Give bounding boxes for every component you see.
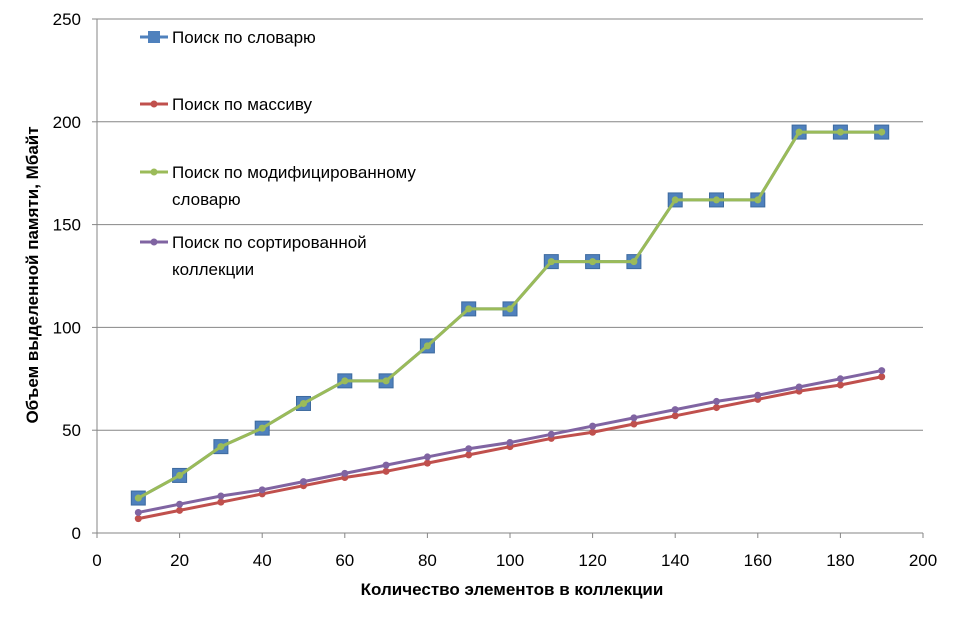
data-point: [217, 492, 225, 500]
data-point: [795, 128, 803, 136]
data-point: [423, 453, 431, 461]
data-point: [217, 443, 225, 451]
legend-label: Поиск по сортированной: [172, 233, 367, 252]
y-tick-label: 50: [62, 421, 81, 440]
data-point: [795, 383, 803, 391]
legend-marker: [150, 168, 158, 176]
data-point: [671, 196, 679, 204]
x-tick-label: 160: [744, 551, 772, 570]
x-tick-label: 180: [826, 551, 854, 570]
data-point: [300, 478, 307, 486]
data-point: [671, 406, 679, 414]
legend-label: коллекции: [172, 260, 254, 279]
data-point: [382, 461, 390, 469]
data-point: [630, 414, 638, 422]
data-point: [713, 397, 720, 405]
data-point: [506, 305, 514, 313]
x-tick-label: 20: [170, 551, 189, 570]
legend-item-2: Поиск по массиву: [140, 95, 313, 114]
axes: [92, 18, 924, 538]
y-tick-label: 100: [53, 318, 81, 337]
data-point: [134, 494, 142, 502]
data-point: [176, 500, 184, 508]
series-group: [130, 124, 890, 523]
x-tick-label: 80: [418, 551, 437, 570]
data-point: [630, 258, 638, 266]
x-tick-label: 0: [92, 551, 101, 570]
legend-marker: [150, 100, 158, 108]
legend-label: Поиск по массиву: [172, 95, 313, 114]
data-point: [878, 373, 886, 381]
series-3: [134, 128, 886, 502]
legend-label: Поиск по модифицированному: [172, 163, 416, 182]
x-tick-label: 140: [661, 551, 689, 570]
data-point: [589, 422, 597, 430]
data-point: [547, 258, 555, 266]
y-tick-label: 250: [53, 10, 81, 29]
data-point: [713, 404, 720, 412]
x-tick-label: 200: [909, 551, 937, 570]
data-point: [836, 381, 844, 389]
data-point: [671, 412, 679, 420]
y-tick-label: 0: [72, 524, 81, 543]
data-point: [754, 196, 762, 204]
data-point: [630, 420, 638, 428]
data-point: [176, 471, 184, 479]
data-point: [465, 451, 473, 459]
y-tick-label: 200: [53, 113, 81, 132]
data-point: [589, 258, 597, 266]
data-point: [423, 459, 431, 467]
data-point: [423, 342, 431, 350]
legend-marker: [150, 238, 158, 246]
data-point: [836, 375, 844, 383]
legend-item-4: Поиск по сортированной коллекции: [140, 233, 367, 279]
data-point: [713, 196, 720, 204]
legend-marker: [148, 31, 160, 43]
data-point: [589, 428, 597, 436]
data-point: [134, 508, 142, 516]
data-point: [878, 367, 886, 375]
data-point: [382, 377, 390, 385]
y-tick-labels: 0 50 100 150 200 250: [53, 10, 81, 543]
data-point: [341, 469, 349, 477]
y-tick-label: 150: [53, 216, 81, 235]
data-point: [176, 506, 184, 514]
legend-item-3: Поиск по модифицированному словарю: [140, 163, 416, 209]
x-tick-label: 120: [578, 551, 606, 570]
x-tick-labels: 0 20 40 60 80 100 120 140 160 180 200: [92, 551, 937, 570]
series-4: [134, 367, 886, 516]
data-point: [465, 305, 473, 313]
data-point: [258, 424, 266, 432]
data-point: [754, 391, 762, 399]
y-axis-title: Объем выделенной памяти, Мбайт: [23, 126, 42, 423]
legend: Поиск по словарю Поиск по массиву Поиск по…: [140, 28, 416, 279]
data-point: [258, 486, 266, 494]
legend-label: Поиск по словарю: [172, 28, 316, 47]
series-2: [134, 373, 886, 523]
x-axis-title: Количество элементов в коллекции: [361, 580, 664, 599]
legend-item-1: Поиск по словарю: [140, 28, 316, 47]
data-point: [341, 377, 349, 385]
data-point: [134, 515, 142, 523]
data-point: [465, 445, 473, 453]
data-point: [878, 128, 886, 136]
x-tick-label: 100: [496, 551, 524, 570]
legend-label: словарю: [172, 190, 241, 209]
gridlines: [97, 18, 923, 431]
data-point: [836, 128, 844, 136]
data-point: [382, 467, 390, 475]
data-point: [300, 399, 307, 407]
data-point: [506, 439, 514, 447]
data-point: [217, 498, 225, 506]
x-tick-label: 40: [253, 551, 272, 570]
x-tick-label: 60: [335, 551, 354, 570]
data-point: [547, 430, 555, 438]
